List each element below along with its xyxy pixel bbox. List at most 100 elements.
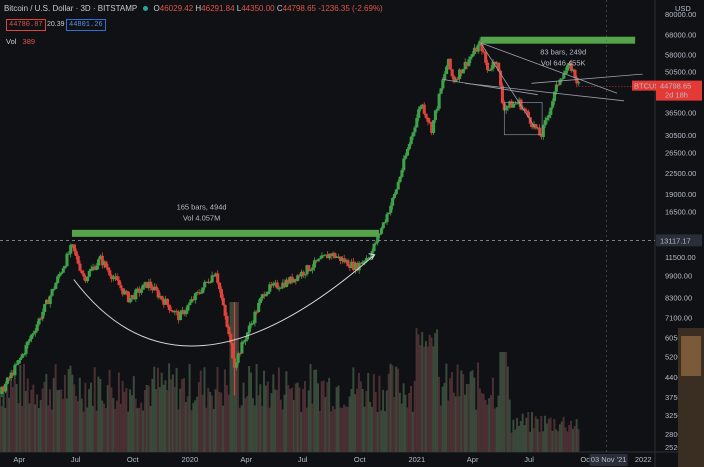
candle-body	[499, 70, 503, 86]
candle-body	[247, 325, 251, 333]
volume-bar	[376, 411, 379, 452]
sell-price-box[interactable]: 44780.87	[6, 19, 46, 31]
buy-price-box[interactable]: 44801.26	[66, 19, 106, 31]
price-tick-label: 9900.00	[665, 272, 692, 281]
candle-body	[363, 261, 367, 263]
volume-bar	[276, 389, 279, 452]
volume-bar	[164, 380, 167, 452]
volume-bar	[101, 400, 104, 452]
volume-bar	[365, 391, 368, 452]
candle-body	[506, 105, 510, 108]
candle-body	[227, 326, 231, 335]
volume-bar	[488, 398, 491, 452]
candle-body	[108, 270, 112, 276]
volume-bar	[28, 403, 31, 452]
volume-bar	[270, 393, 273, 452]
time-tick-label: Oct	[127, 455, 140, 464]
candle-body	[493, 61, 497, 65]
volume-bar	[465, 384, 468, 452]
volume-bar	[432, 346, 435, 452]
volume-bar	[428, 334, 431, 452]
candle-body	[273, 282, 277, 284]
spread-value: 20.39	[47, 21, 65, 28]
volume-bar	[65, 398, 68, 452]
candle-body	[87, 270, 91, 277]
candle-body	[338, 256, 343, 262]
volume-bar	[305, 407, 308, 452]
volume-bar	[8, 397, 11, 452]
symbol-title[interactable]: Bitcoin / U.S. Dollar · 3D · BITSTAMP	[4, 4, 138, 13]
volume-bar	[75, 395, 78, 452]
volume-bar	[571, 428, 574, 452]
candle-body	[234, 362, 238, 368]
candle-body	[348, 266, 352, 269]
candle-body	[536, 127, 540, 129]
volume-bar	[279, 399, 282, 452]
candle-body	[478, 40, 482, 45]
candle-body	[463, 61, 467, 70]
volume-bar	[341, 407, 344, 452]
candle-body	[271, 283, 276, 286]
volume-bar	[136, 408, 139, 452]
candle-body	[489, 68, 493, 71]
volume-bar	[534, 416, 537, 452]
volume-bar	[419, 345, 422, 452]
candle-body	[327, 253, 331, 259]
candle-body	[100, 255, 104, 266]
volume-bar	[577, 429, 580, 452]
volume-bar	[538, 431, 541, 452]
candle-body	[365, 257, 369, 262]
candle-body	[359, 262, 363, 265]
candle-body	[391, 197, 395, 206]
candle-body	[184, 310, 188, 315]
volume-bar	[166, 389, 169, 452]
volume-bar	[63, 374, 66, 452]
candle-body	[128, 298, 132, 303]
candle-body	[138, 288, 142, 293]
candle-body	[197, 292, 201, 294]
volume-bar	[430, 337, 433, 452]
symbol-tag-label: BTCUSD	[634, 82, 665, 91]
volume-bar	[495, 407, 498, 452]
volume-bar	[491, 377, 494, 452]
volume-bar	[0, 387, 1, 452]
candle-body	[134, 289, 138, 300]
candle-body	[65, 253, 69, 267]
candle-body	[175, 310, 179, 312]
volume-bar	[503, 352, 506, 452]
candle-body	[41, 311, 45, 319]
volume-bar	[443, 382, 446, 452]
volume-bar	[73, 384, 76, 452]
candle-body	[379, 228, 384, 234]
candle-body	[164, 298, 168, 305]
candle-body	[115, 276, 119, 281]
price-tick-label: 19000.00	[665, 190, 696, 199]
range-bracket-2021	[503, 102, 543, 136]
volume-bar	[108, 369, 111, 452]
volume-bar	[333, 409, 336, 452]
candle-body	[279, 287, 283, 289]
candle-body	[216, 273, 220, 283]
candle-body	[562, 73, 566, 79]
candle-body	[160, 295, 164, 300]
candle-body	[340, 258, 344, 262]
volume-bar	[156, 367, 159, 452]
volume-bar	[205, 407, 208, 452]
candle-body	[31, 333, 36, 335]
volume-label: Vol	[6, 37, 17, 46]
volume-bar	[84, 382, 87, 452]
candle-body	[575, 77, 579, 84]
candle-body	[350, 261, 354, 269]
candle-body	[286, 279, 290, 284]
volume-bar	[449, 378, 452, 452]
candle-body	[495, 62, 499, 65]
volume-bar	[199, 370, 202, 452]
volume-bar	[544, 415, 547, 452]
volume-bar	[573, 425, 576, 452]
volume-bar	[557, 431, 560, 452]
volume-bar	[0, 406, 3, 452]
candle-body	[383, 221, 387, 223]
volume-bar	[86, 407, 89, 452]
candle-body	[355, 263, 359, 271]
